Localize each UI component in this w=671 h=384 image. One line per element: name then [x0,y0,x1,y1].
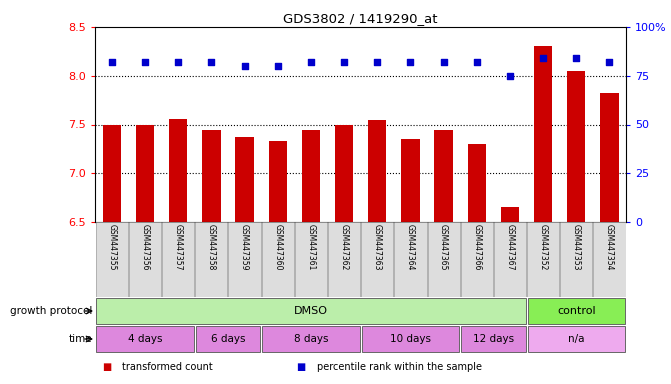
Text: GDS3802 / 1419290_at: GDS3802 / 1419290_at [283,12,438,25]
Point [272,63,283,69]
Text: GSM447360: GSM447360 [273,224,282,271]
Bar [335,126,353,222]
Text: GSM447361: GSM447361 [307,224,315,271]
Point [405,59,416,65]
Text: GSM447356: GSM447356 [140,224,150,271]
Point [438,59,449,65]
Text: GSM447354: GSM447354 [605,224,614,271]
Bar [96,298,526,324]
Bar [534,46,552,222]
Point [140,59,150,65]
Point [173,59,184,65]
Point [571,55,582,61]
Bar [461,222,493,297]
Text: 8 days: 8 days [294,334,328,344]
Text: 12 days: 12 days [473,334,514,344]
Bar [501,207,519,222]
Text: GSM447359: GSM447359 [240,224,249,271]
Bar [236,137,254,222]
Bar [169,119,187,222]
Text: GSM447362: GSM447362 [340,224,348,271]
Text: control: control [557,306,596,316]
Bar [560,222,592,297]
Bar [527,222,559,297]
Text: GSM447365: GSM447365 [439,224,448,271]
Text: GSM447352: GSM447352 [539,224,548,271]
Point [537,55,548,61]
Text: n/a: n/a [568,334,584,344]
Bar [461,326,525,352]
Bar [302,130,320,222]
Point [107,59,117,65]
Text: GSM447353: GSM447353 [572,224,581,271]
Text: growth protocol: growth protocol [9,306,92,316]
Bar [96,326,194,352]
Bar [593,222,625,297]
Text: time: time [68,334,92,344]
Bar [494,222,526,297]
Point [239,63,250,69]
Bar [528,298,625,324]
Point [339,59,350,65]
Bar [196,326,260,352]
Point [505,73,515,79]
Bar [527,326,625,352]
Bar [268,141,287,222]
Bar [96,222,128,297]
Bar [601,93,619,222]
Bar [262,326,360,352]
Text: GSM447363: GSM447363 [373,224,382,271]
Bar [567,71,585,222]
Point [604,59,615,65]
Point [206,59,217,65]
Text: GSM447366: GSM447366 [472,224,481,271]
Bar [368,120,386,222]
Text: GSM447364: GSM447364 [406,224,415,271]
Bar [228,222,260,297]
Bar [361,222,393,297]
Bar [295,222,327,297]
Bar [434,130,453,222]
Text: transformed count: transformed count [122,362,213,372]
Bar [103,124,121,222]
Bar [468,144,486,222]
Bar [395,222,427,297]
Point [372,59,382,65]
Text: ■: ■ [297,362,306,372]
Text: 10 days: 10 days [390,334,431,344]
Bar [262,222,294,297]
Bar [362,326,459,352]
Bar [202,130,221,222]
Text: 4 days: 4 days [127,334,162,344]
Bar [129,222,161,297]
Point [472,59,482,65]
Text: GSM447358: GSM447358 [207,224,216,271]
Text: GSM447357: GSM447357 [174,224,183,271]
Text: DMSO: DMSO [294,306,328,316]
Text: GSM447355: GSM447355 [107,224,116,271]
Bar [328,222,360,297]
Bar [427,222,460,297]
Bar [136,126,154,222]
Point [305,59,316,65]
Bar [162,222,195,297]
Bar [401,139,419,222]
Bar [195,222,227,297]
Text: 6 days: 6 days [211,334,245,344]
Text: ■: ■ [102,362,111,372]
Text: percentile rank within the sample: percentile rank within the sample [317,362,482,372]
Text: GSM447367: GSM447367 [505,224,515,271]
